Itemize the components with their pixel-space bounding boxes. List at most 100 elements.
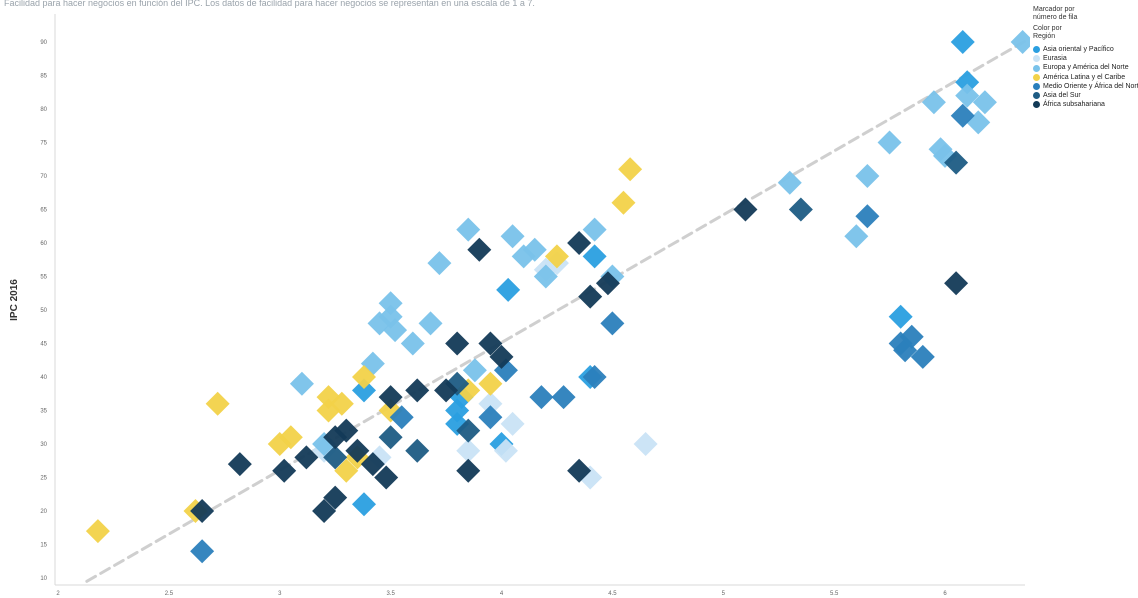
data-point: [855, 204, 880, 229]
data-point: [478, 371, 503, 396]
data-point: [529, 385, 554, 410]
data-point: [329, 391, 354, 416]
data-point: [955, 70, 980, 95]
y-tick-label: 20: [40, 509, 47, 515]
trendline-layer: [85, 37, 1030, 583]
data-point: [733, 197, 758, 222]
data-point: [899, 324, 924, 349]
data-point: [944, 271, 969, 296]
data-point: [190, 539, 215, 564]
data-point: [582, 217, 607, 242]
legend-item[interactable]: África subsahariana: [1033, 100, 1138, 109]
data-point: [500, 224, 525, 249]
data-point: [522, 237, 547, 262]
legend-item[interactable]: Asia oriental y Pacífico: [1033, 45, 1138, 54]
y-tick-label: 60: [40, 241, 47, 247]
data-point: [950, 103, 975, 128]
legend-item-label: Eurasia: [1043, 55, 1067, 63]
data-point: [378, 385, 403, 410]
legend-swatch: [1033, 64, 1040, 72]
x-tick-label: 3.5: [386, 591, 395, 597]
data-point: [921, 90, 946, 115]
data-point: [595, 271, 620, 296]
y-tick-label: 30: [40, 442, 47, 448]
x-tick-label: 6: [943, 591, 947, 597]
y-tick-label: 25: [40, 476, 47, 482]
data-point: [456, 217, 481, 242]
data-point: [445, 331, 470, 356]
data-point: [378, 291, 403, 316]
y-tick-label: 10: [40, 576, 47, 582]
data-point: [334, 418, 359, 443]
data-point: [1010, 30, 1030, 54]
legend-swatch: [1033, 92, 1040, 100]
data-point: [855, 164, 880, 188]
data-point: [312, 499, 337, 523]
data-point: [405, 438, 430, 463]
data-point: [85, 519, 110, 544]
data-point: [582, 365, 607, 389]
data-point: [352, 378, 377, 403]
x-tick-label: 4.5: [608, 591, 617, 597]
data-point: [910, 344, 935, 369]
data-point: [272, 458, 297, 483]
scatter-chart: 2 2.5 3 3.5 4 4.5 5 5.5 6 10 15 20 25 30 35 40 45 50 55 60 6…: [9, 14, 1030, 597]
points-layer: [85, 30, 1030, 564]
data-point: [378, 425, 403, 450]
data-point: [445, 398, 470, 423]
x-tick-label: 5: [722, 591, 726, 597]
legend-item-label: América Latina y el Caribe: [1043, 73, 1126, 81]
data-point: [383, 318, 408, 343]
data-point: [405, 378, 430, 403]
x-tick-label: 3: [278, 591, 282, 597]
data-point: [352, 492, 377, 517]
data-point: [462, 358, 487, 383]
legend-item-label: Asia del Sur: [1043, 92, 1081, 100]
legend-swatch: [1033, 73, 1040, 81]
data-point: [489, 344, 514, 369]
data-point: [467, 237, 492, 262]
data-point: [456, 458, 481, 483]
y-tick-label: 15: [40, 543, 47, 549]
y-tick-label: 45: [40, 342, 47, 348]
legend-item[interactable]: Eurasia: [1033, 54, 1138, 63]
trendline: [85, 37, 1030, 583]
data-point: [190, 499, 215, 523]
y-tick-label: 35: [40, 409, 47, 415]
data-point: [567, 458, 592, 483]
legend-item[interactable]: Medio Oriente y África del Norte: [1033, 82, 1138, 91]
data-point: [788, 197, 813, 222]
data-point: [600, 311, 625, 336]
data-point: [551, 385, 576, 410]
data-point: [844, 224, 869, 249]
legend-items: Asia oriental y Pacífico Eurasia Europa …: [1033, 45, 1138, 109]
data-point: [345, 438, 370, 463]
data-point: [418, 311, 443, 336]
chart-subtitle: Facilidad para hacer negocios en función…: [4, 0, 535, 8]
data-point: [567, 231, 592, 255]
data-point: [500, 411, 525, 436]
x-tick-label: 2.5: [165, 591, 174, 597]
data-point: [400, 331, 425, 356]
data-point: [389, 405, 414, 430]
data-point: [478, 405, 503, 430]
legend-item-label: Medio Oriente y África del Norte: [1043, 82, 1138, 90]
data-point: [888, 304, 913, 329]
x-tick-label: 2: [56, 591, 60, 597]
legend-swatch: [1033, 55, 1040, 63]
data-point: [611, 190, 636, 215]
data-point: [944, 150, 969, 175]
legend-item[interactable]: Europa y América del Norte: [1033, 63, 1138, 72]
data-point: [434, 378, 459, 403]
data-point: [877, 130, 902, 155]
data-point: [227, 452, 252, 477]
legend-item-label: África subsahariana: [1043, 101, 1105, 109]
legend-item[interactable]: América Latina y el Caribe: [1033, 73, 1138, 82]
y-tick-label: 90: [40, 40, 47, 46]
data-point: [478, 391, 503, 416]
data-point: [578, 284, 603, 309]
data-point: [205, 391, 230, 416]
legend-item[interactable]: Asia del Sur: [1033, 91, 1138, 100]
legend-swatch: [1033, 101, 1040, 109]
legend-color-heading-detail: Región: [1033, 33, 1056, 40]
